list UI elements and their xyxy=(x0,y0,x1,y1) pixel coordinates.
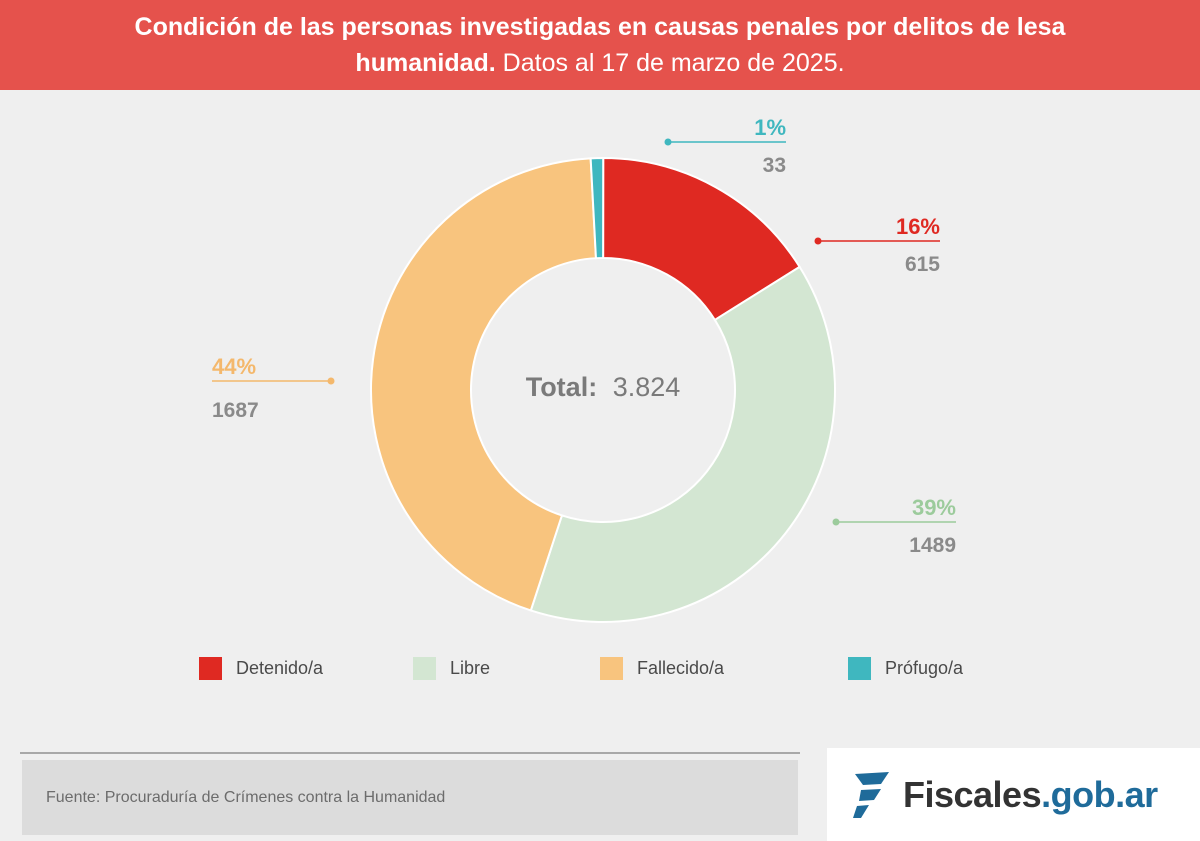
fiscales-logo-text: Fiscales.gob.ar xyxy=(903,774,1158,816)
legend-swatch-libre xyxy=(413,656,436,680)
center-total-prefix: Total: xyxy=(526,372,597,402)
legend-item-detenido: Detenido/a xyxy=(199,655,323,681)
donut-slices xyxy=(370,156,836,623)
donut-chart: Total: 3.824 16% 615 39% 1489 44% 1687 1% 33 xyxy=(212,115,956,623)
chart-title: Condición de las personas investigadas e… xyxy=(110,9,1090,81)
percent-label-detenido: 16% xyxy=(896,214,940,239)
donut-slice-fallecido xyxy=(370,157,598,612)
fiscales-logo[interactable]: Fiscales.gob.ar xyxy=(827,748,1200,841)
logo-domain-text: .gob.ar xyxy=(1041,773,1158,815)
legend-label-profugo: Prófugo/a xyxy=(885,657,964,678)
legend-label-detenido: Detenido/a xyxy=(236,657,324,678)
source-divider xyxy=(20,752,800,754)
leader-dot-fallecido xyxy=(327,377,335,385)
chart-header: Condición de las personas investigadas e… xyxy=(0,0,1200,90)
source-text: Fuente: Procuraduría de Crímenes contra … xyxy=(46,788,446,806)
legend-item-profugo: Prófugo/a xyxy=(848,655,963,681)
donut-slice-detenido xyxy=(602,156,802,322)
value-label-fallecido: 1687 xyxy=(212,399,259,422)
chart-legend: Detenido/a Libre Fallecido/a Prófugo/a xyxy=(0,655,1200,685)
legend-swatch-detenido xyxy=(199,656,222,680)
source-box: Fuente: Procuraduría de Crímenes contra … xyxy=(22,760,798,835)
legend-label-libre: Libre xyxy=(450,657,491,678)
donut-chart-area: Total: 3.824 16% 615 39% 1489 44% 1687 1% 33 xyxy=(0,90,1200,750)
value-label-libre: 1489 xyxy=(909,534,956,557)
leader-dot-detenido xyxy=(814,237,822,245)
leader-dot-profugo xyxy=(664,138,672,146)
chart-title-date: Datos al 17 de marzo de 2025. xyxy=(502,49,845,77)
legend-label-fallecido: Fallecido/a xyxy=(637,657,725,678)
legend-swatch-profugo xyxy=(848,656,871,680)
donut-slice-libre xyxy=(529,265,836,623)
percent-label-libre: 39% xyxy=(912,495,956,520)
legend-item-fallecido: Fallecido/a xyxy=(600,655,724,681)
legend-swatch-fallecido xyxy=(600,656,623,680)
value-label-detenido: 615 xyxy=(905,253,940,276)
center-total-label: Total: 3.824 xyxy=(526,372,681,402)
legend-item-libre: Libre xyxy=(413,655,490,681)
donut-slice-profugo xyxy=(589,157,605,260)
value-label-profugo: 33 xyxy=(763,154,786,177)
logo-main-text: Fiscales xyxy=(903,773,1042,815)
percent-label-profugo: 1% xyxy=(754,115,786,140)
center-total-value: 3.824 xyxy=(613,372,681,402)
chart-title-bold: Condición de las personas investigadas e… xyxy=(134,13,1066,77)
slice-labels: 16% 615 39% 1489 44% 1687 1% 33 xyxy=(212,115,956,557)
percent-label-fallecido: 44% xyxy=(212,354,256,379)
fiscales-flag-icon xyxy=(853,771,889,818)
leader-lines xyxy=(212,138,956,526)
leader-dot-libre xyxy=(832,518,840,526)
